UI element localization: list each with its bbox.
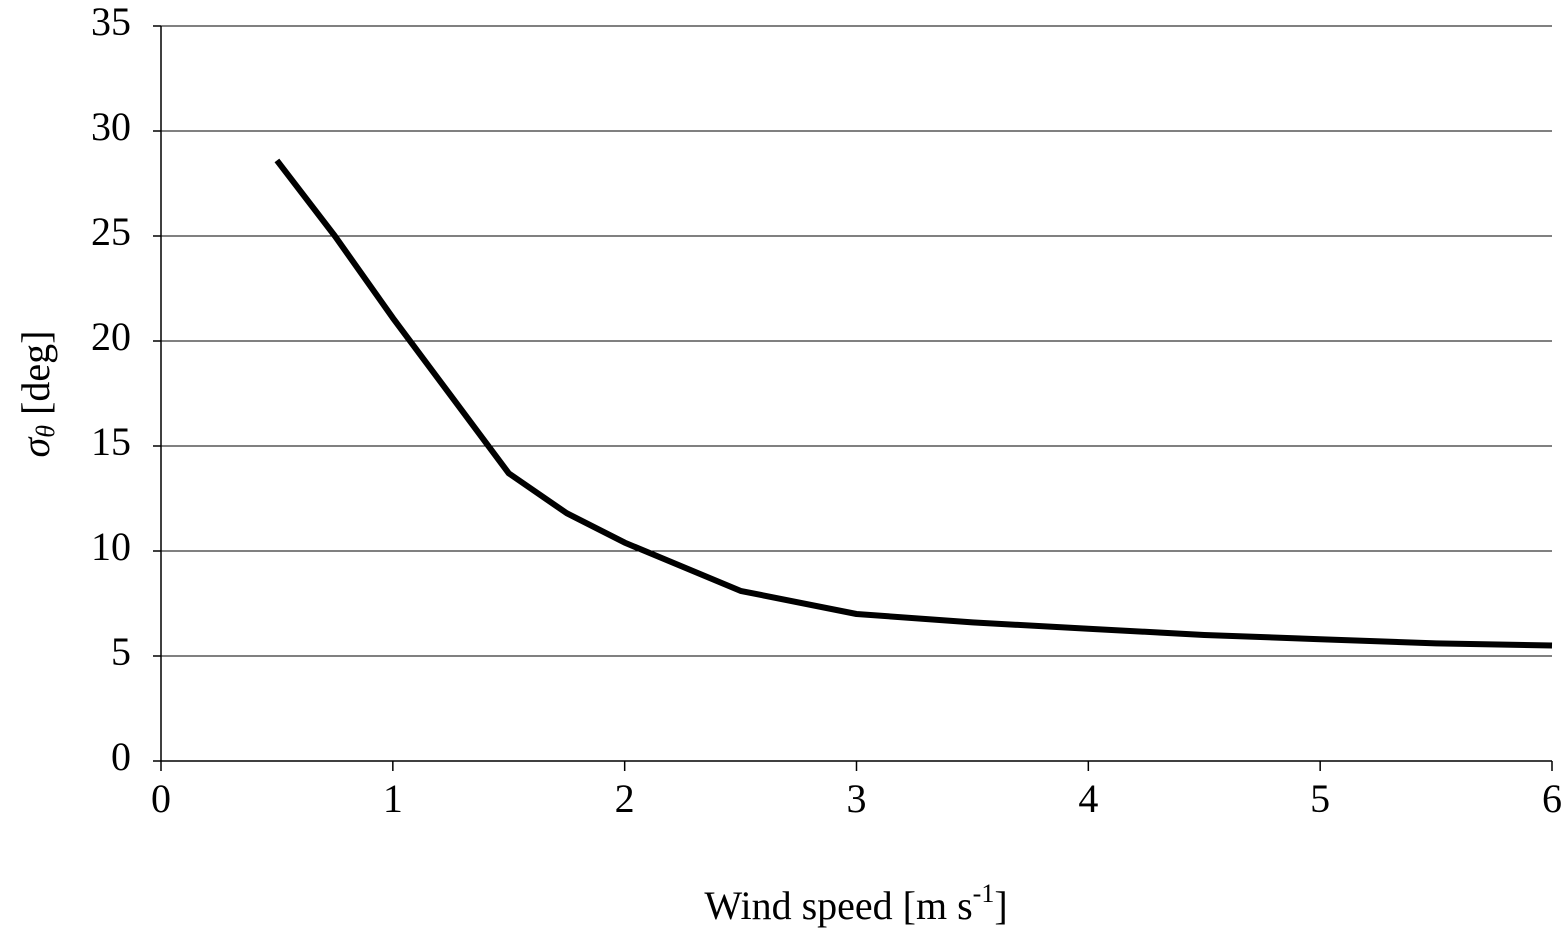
x-tick-label: 1: [383, 776, 403, 821]
x-tick-label: 0: [151, 776, 171, 821]
x-tick-label: 4: [1078, 776, 1098, 821]
y-axis-label: σθ [deg]: [13, 331, 60, 458]
y-tick-label: 0: [111, 734, 131, 779]
y-label-sigma: σ: [13, 436, 58, 457]
x-tick-label: 2: [615, 776, 635, 821]
y-tick-label: 20: [91, 314, 131, 359]
x-label-text: Wind speed [m s: [704, 883, 972, 928]
y-tick-label: 5: [111, 629, 131, 674]
y-tick-label: 15: [91, 419, 131, 464]
x-tick-label: 6: [1542, 776, 1562, 821]
x-tick-label: 3: [847, 776, 867, 821]
x-axis-label: Wind speed [m s-1]: [704, 879, 1007, 928]
y-tick-label: 30: [91, 104, 131, 149]
y-label-sub: θ: [31, 425, 60, 438]
y-tick-label: 25: [91, 209, 131, 254]
data-line: [274, 158, 1553, 649]
x-label-end: ]: [994, 883, 1007, 928]
y-tick-label: 35: [91, 0, 131, 44]
x-label-sup: -1: [973, 879, 995, 908]
x-tick-label: 5: [1310, 776, 1330, 821]
y-label-end: [deg]: [13, 331, 58, 425]
y-tick-label: 10: [91, 524, 131, 569]
